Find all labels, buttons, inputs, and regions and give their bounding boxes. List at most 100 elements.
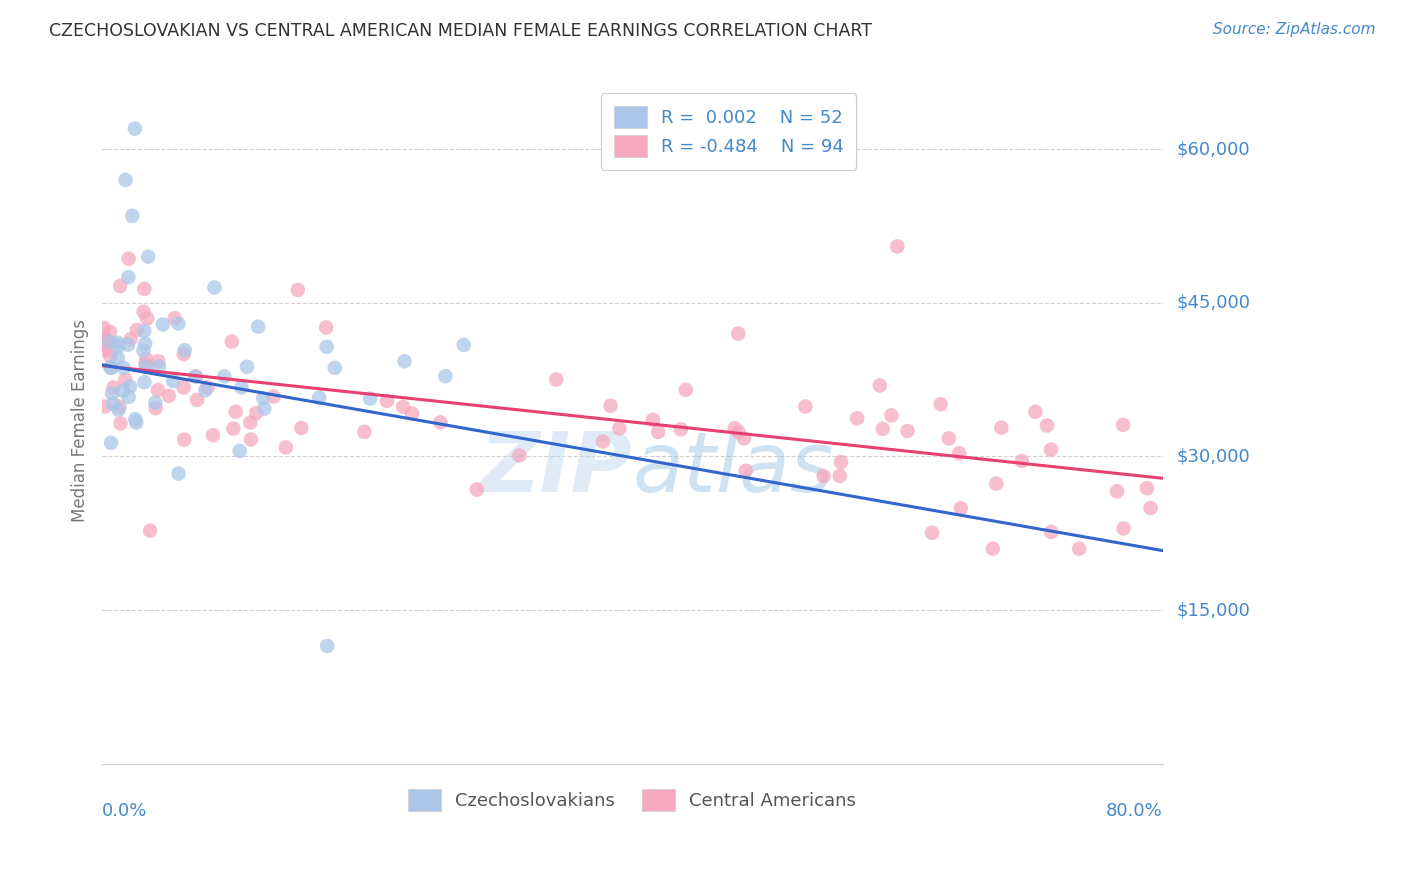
Point bbox=[117, 252, 139, 266]
Y-axis label: Median Female Earnings: Median Female Earnings bbox=[72, 319, 89, 522]
Point bbox=[135, 359, 157, 374]
Point bbox=[813, 469, 835, 483]
Point bbox=[108, 400, 131, 414]
Text: atlas: atlas bbox=[633, 428, 834, 509]
Point bbox=[186, 392, 208, 407]
Point bbox=[163, 311, 186, 326]
Point bbox=[101, 397, 124, 411]
Point bbox=[1036, 418, 1059, 433]
Point bbox=[121, 209, 143, 223]
Point bbox=[508, 449, 530, 463]
Point bbox=[724, 421, 747, 435]
Point bbox=[359, 392, 381, 406]
Point bbox=[323, 360, 346, 375]
Point bbox=[100, 435, 122, 450]
Point bbox=[134, 324, 156, 338]
Point bbox=[173, 343, 195, 358]
Point bbox=[846, 411, 869, 425]
Point bbox=[607, 421, 630, 435]
Text: Source: ZipAtlas.com: Source: ZipAtlas.com bbox=[1212, 22, 1375, 37]
Point bbox=[733, 431, 755, 445]
Point bbox=[245, 406, 267, 420]
Point bbox=[120, 332, 142, 346]
Text: CZECHOSLOVAKIAN VS CENTRAL AMERICAN MEDIAN FEMALE EARNINGS CORRELATION CHART: CZECHOSLOVAKIAN VS CENTRAL AMERICAN MEDI… bbox=[49, 22, 872, 40]
Point bbox=[204, 280, 226, 294]
Point bbox=[949, 501, 972, 516]
Text: $30,000: $30,000 bbox=[1177, 448, 1250, 466]
Point bbox=[253, 401, 276, 416]
Point bbox=[118, 379, 141, 393]
Text: $15,000: $15,000 bbox=[1177, 601, 1250, 619]
Point bbox=[1024, 405, 1046, 419]
Point bbox=[167, 317, 190, 331]
Point bbox=[103, 380, 125, 394]
Point bbox=[197, 380, 219, 394]
Point bbox=[872, 422, 894, 436]
Point bbox=[117, 337, 139, 351]
Point bbox=[1139, 501, 1161, 516]
Point bbox=[98, 334, 121, 349]
Point bbox=[830, 455, 852, 469]
Point bbox=[886, 239, 908, 253]
Point bbox=[100, 361, 122, 376]
Point bbox=[148, 354, 170, 368]
Text: ZIP: ZIP bbox=[479, 428, 633, 509]
Point bbox=[117, 270, 139, 285]
Point bbox=[139, 524, 162, 538]
Point bbox=[100, 360, 122, 375]
Point bbox=[152, 318, 174, 332]
Text: 0.0%: 0.0% bbox=[101, 802, 148, 820]
Point bbox=[229, 444, 252, 458]
Point bbox=[94, 400, 117, 414]
Point bbox=[290, 421, 312, 435]
Point bbox=[948, 446, 970, 460]
Point bbox=[394, 354, 416, 368]
Point bbox=[173, 347, 195, 361]
Point bbox=[316, 639, 339, 653]
Point bbox=[125, 416, 148, 430]
Point bbox=[110, 417, 132, 431]
Point bbox=[921, 525, 943, 540]
Point bbox=[239, 416, 262, 430]
Point bbox=[134, 357, 156, 371]
Point bbox=[794, 400, 817, 414]
Point bbox=[274, 441, 297, 455]
Point bbox=[247, 319, 270, 334]
Point bbox=[221, 334, 243, 349]
Point bbox=[287, 283, 309, 297]
Point bbox=[546, 372, 568, 386]
Point bbox=[101, 386, 124, 401]
Point bbox=[107, 351, 129, 365]
Point bbox=[94, 343, 117, 358]
Point bbox=[107, 335, 129, 350]
Point bbox=[108, 279, 131, 293]
Point bbox=[986, 476, 1008, 491]
Point bbox=[392, 400, 415, 414]
Point bbox=[145, 401, 167, 416]
Point bbox=[641, 413, 664, 427]
Point bbox=[896, 424, 918, 438]
Point bbox=[94, 338, 117, 352]
Point bbox=[136, 311, 159, 326]
Point bbox=[727, 425, 749, 439]
Point bbox=[134, 376, 156, 390]
Point bbox=[434, 369, 457, 384]
Point bbox=[929, 397, 952, 411]
Point bbox=[107, 402, 129, 417]
Point bbox=[880, 409, 903, 423]
Point bbox=[100, 350, 122, 364]
Point bbox=[125, 323, 148, 337]
Point bbox=[96, 333, 118, 347]
Point bbox=[675, 383, 697, 397]
Point bbox=[124, 412, 146, 426]
Point bbox=[1011, 454, 1033, 468]
Point bbox=[114, 173, 136, 187]
Text: $45,000: $45,000 bbox=[1177, 293, 1250, 312]
Point bbox=[828, 468, 851, 483]
Point bbox=[134, 282, 156, 296]
Point bbox=[107, 339, 129, 353]
Point bbox=[146, 383, 169, 397]
Point bbox=[239, 433, 262, 447]
Point bbox=[214, 369, 236, 384]
Point bbox=[429, 415, 451, 429]
